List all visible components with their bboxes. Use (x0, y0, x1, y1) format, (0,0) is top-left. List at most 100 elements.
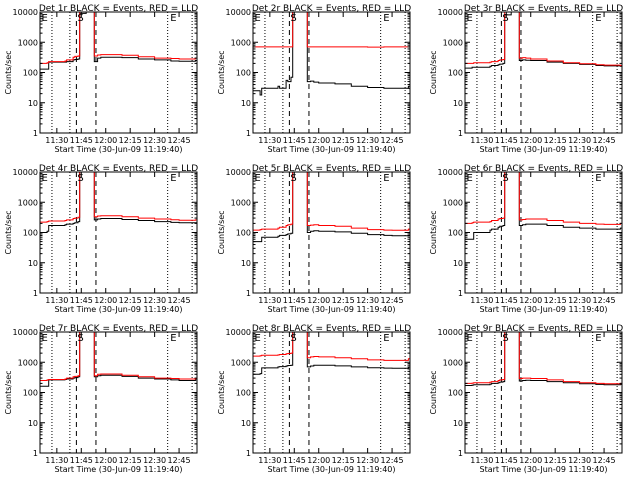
x-tick-label: 12:00 (307, 296, 330, 305)
plot-frame (252, 11, 411, 134)
x-tick-label: 11:45 (283, 136, 306, 145)
marker-label: S (290, 173, 296, 184)
x-axis-label: Start Time (30-Jun-09 11:19:40) (480, 305, 608, 314)
y-tick-label: 100 (448, 389, 463, 398)
marker-label: E (255, 13, 261, 24)
y-axis-label: Counts/sec (429, 50, 438, 94)
plot-frame (39, 171, 198, 294)
plot-frame (39, 11, 198, 134)
y-tick-label: 100 (236, 69, 251, 78)
y-tick-label: 10000 (13, 168, 38, 177)
marker-label: E (42, 333, 48, 344)
series-line-lld (465, 172, 622, 225)
x-axis-label: Start Time (30-Jun-09 11:19:40) (55, 145, 183, 154)
marker-label: E (595, 173, 601, 184)
x-tick-label: 12:45 (381, 456, 404, 465)
y-tick-label: 100 (23, 389, 38, 398)
x-tick-label: 11:45 (495, 456, 518, 465)
y-tick-label: 10000 (438, 328, 463, 337)
marker-label: E (170, 333, 176, 344)
y-axis-label: Counts/sec (429, 210, 438, 254)
x-tick-label: 12:30 (356, 296, 379, 305)
marker-label: E (595, 333, 601, 344)
plot-frame (252, 171, 411, 294)
y-tick-label: 10000 (13, 8, 38, 17)
x-tick-label: 12:45 (593, 296, 616, 305)
y-tick-label: 10000 (226, 168, 251, 177)
x-tick-label: 12:45 (593, 456, 616, 465)
y-axis-label: Counts/sec (217, 210, 226, 254)
y-tick-label: 10000 (438, 168, 463, 177)
x-axis-label: Start Time (30-Jun-09 11:19:40) (268, 305, 396, 314)
y-tick-label: 100 (23, 69, 38, 78)
marker-label: E (170, 173, 176, 184)
panel-title: Det 6r BLACK = Events, RED = LLD (464, 164, 623, 174)
x-tick-label: 12:15 (544, 456, 567, 465)
y-tick-label: 1 (33, 289, 38, 298)
x-tick-label: 12:30 (143, 136, 166, 145)
y-tick-label: 1 (246, 449, 251, 458)
x-tick-label: 11:30 (470, 456, 493, 465)
series-line-events (253, 332, 410, 375)
plot-frame (252, 331, 411, 454)
x-tick-label: 12:45 (381, 136, 404, 145)
marker-label: E (170, 13, 176, 24)
series-line-lld (465, 332, 622, 385)
x-tick-label: 12:45 (168, 456, 191, 465)
panel-title: Det 9r BLACK = Events, RED = LLD (464, 324, 623, 334)
x-tick-label: 11:45 (495, 136, 518, 145)
marker-label: S (77, 333, 83, 344)
series-line-lld (40, 332, 197, 381)
x-tick-label: 12:45 (381, 296, 404, 305)
y-axis-label: Counts/sec (4, 210, 13, 254)
y-tick-label: 10000 (226, 328, 251, 337)
marker-label: E (383, 13, 389, 24)
x-tick-label: 12:00 (94, 456, 117, 465)
y-tick-label: 1000 (443, 38, 463, 47)
y-tick-label: 10 (453, 419, 463, 428)
x-tick-label: 12:45 (593, 136, 616, 145)
marker-label: S (77, 13, 83, 24)
x-axis-label: Start Time (30-Jun-09 11:19:40) (480, 145, 608, 154)
x-tick-label: 12:30 (568, 296, 591, 305)
y-tick-label: 100 (23, 229, 38, 238)
x-tick-label: 12:30 (568, 456, 591, 465)
y-tick-label: 1000 (231, 38, 251, 47)
x-tick-label: 12:00 (519, 456, 542, 465)
series-line-lld (40, 12, 197, 64)
x-tick-label: 12:15 (332, 456, 355, 465)
y-axis-label: Counts/sec (217, 370, 226, 414)
x-tick-label: 11:45 (70, 456, 93, 465)
y-tick-label: 10 (28, 99, 38, 108)
panel-title: Det 7r BLACK = Events, RED = LLD (39, 324, 198, 334)
x-tick-label: 11:30 (470, 136, 493, 145)
series-line-events (465, 332, 622, 386)
x-tick-label: 12:30 (356, 456, 379, 465)
series-line-events (40, 172, 197, 233)
x-tick-label: 12:00 (94, 136, 117, 145)
x-tick-label: 12:15 (544, 296, 567, 305)
x-tick-label: 12:30 (143, 296, 166, 305)
y-tick-label: 10 (28, 419, 38, 428)
x-tick-label: 12:00 (94, 296, 117, 305)
y-tick-label: 1000 (443, 198, 463, 207)
x-tick-label: 11:30 (470, 296, 493, 305)
y-tick-label: 100 (448, 69, 463, 78)
series-line-lld (253, 332, 410, 361)
y-tick-label: 1 (246, 289, 251, 298)
y-tick-label: 100 (448, 229, 463, 238)
series-line-events (465, 172, 622, 240)
x-tick-label: 11:45 (283, 296, 306, 305)
y-axis-label: Counts/sec (217, 50, 226, 94)
x-tick-label: 12:45 (168, 296, 191, 305)
series-line-lld (40, 172, 197, 223)
